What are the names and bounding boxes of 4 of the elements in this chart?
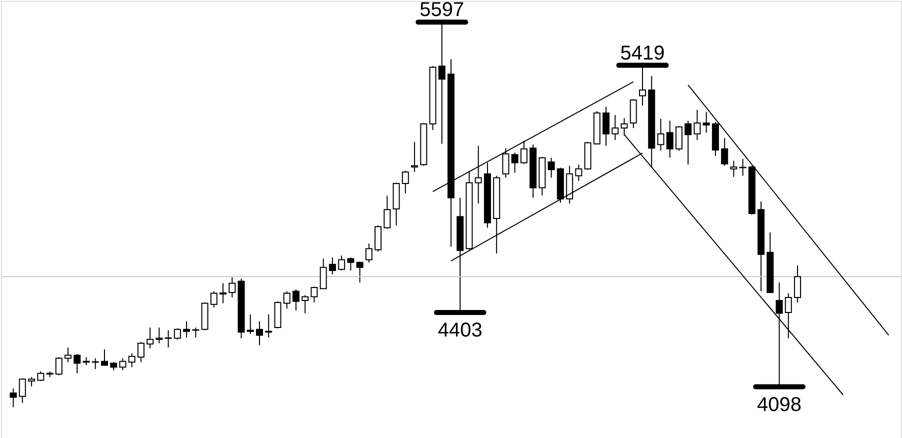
annotation: 5597 [420, 0, 464, 22]
annotation: 4098 [757, 394, 802, 416]
annotation: 5419 [620, 42, 665, 64]
annotation: 4403 [438, 319, 482, 342]
